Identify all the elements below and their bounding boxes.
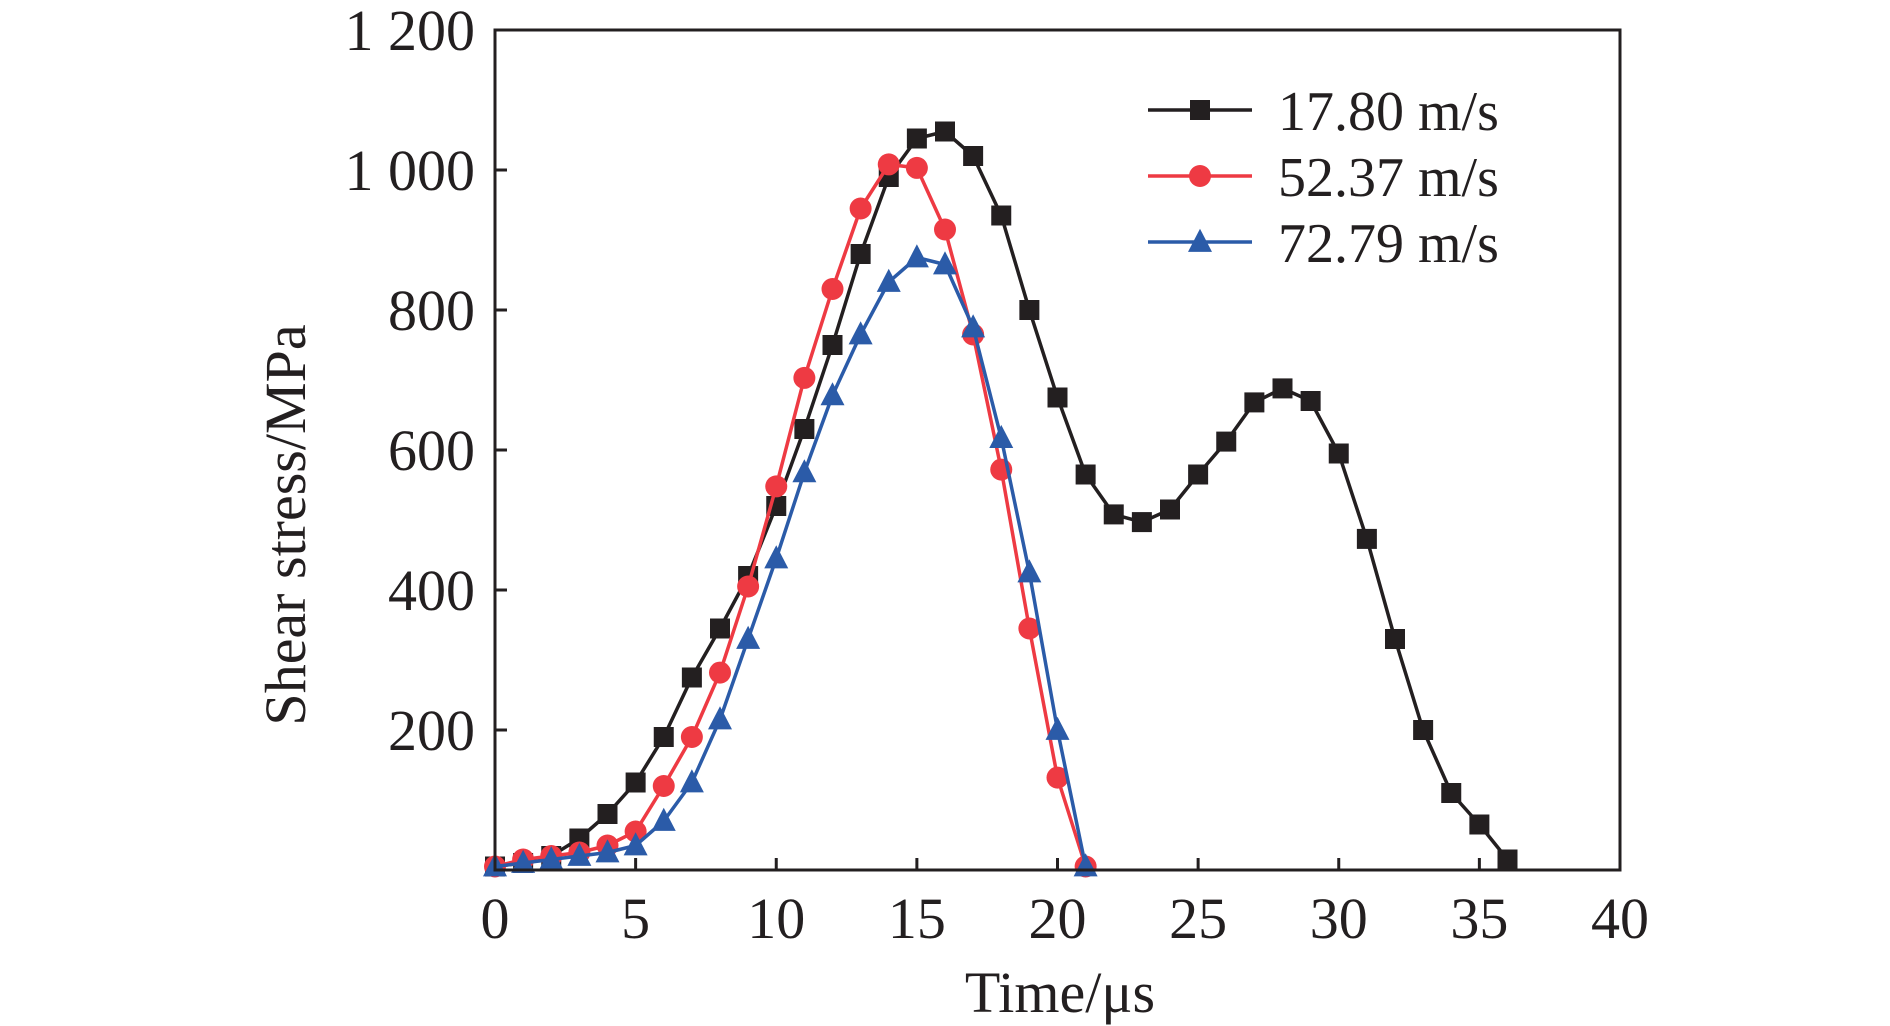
y-tick-label: 600 bbox=[388, 418, 475, 483]
data-point bbox=[1188, 464, 1209, 485]
data-point bbox=[933, 251, 957, 275]
data-point bbox=[849, 197, 872, 220]
data-point bbox=[1441, 783, 1462, 803]
data-point bbox=[935, 121, 955, 142]
legend-label: 52.37 m/s bbox=[1278, 147, 1499, 209]
data-point bbox=[904, 244, 929, 268]
x-tick-label: 10 bbox=[747, 886, 805, 951]
data-point bbox=[539, 846, 564, 870]
data-point bbox=[710, 618, 730, 639]
data-point bbox=[1300, 391, 1321, 411]
data-point bbox=[708, 706, 732, 730]
data-point bbox=[1018, 617, 1041, 640]
y-tick-label: 1 200 bbox=[345, 0, 476, 63]
data-point bbox=[765, 475, 788, 498]
data-point bbox=[792, 459, 817, 483]
data-point bbox=[822, 335, 843, 355]
x-tick-label: 25 bbox=[1169, 886, 1227, 951]
series-line bbox=[494, 162, 1088, 869]
data-point bbox=[989, 424, 1014, 448]
data-point bbox=[934, 218, 956, 241]
data-point bbox=[905, 156, 928, 179]
data-point bbox=[821, 278, 844, 300]
data-point bbox=[1356, 528, 1377, 549]
data-point bbox=[567, 842, 592, 866]
data-point bbox=[1385, 629, 1405, 649]
x-tick-label: 30 bbox=[1310, 886, 1368, 951]
data-point bbox=[680, 726, 703, 748]
data-point bbox=[623, 832, 648, 856]
legend-label: 17.80 m/s bbox=[1278, 81, 1499, 143]
y-tick-label: 400 bbox=[388, 558, 475, 623]
data-point bbox=[876, 268, 901, 292]
legend-label: 72.79 m/s bbox=[1278, 213, 1499, 275]
x-tick-label: 20 bbox=[1029, 886, 1087, 951]
data-point bbox=[1497, 849, 1518, 870]
x-tick-label: 5 bbox=[621, 886, 650, 951]
legend-item: 72.79 m/s bbox=[1148, 213, 1499, 275]
y-axis-title: Shear stress/MPa bbox=[253, 324, 318, 725]
data-point bbox=[595, 839, 620, 863]
data-point bbox=[1045, 716, 1070, 740]
legend-item: 17.80 m/s bbox=[1148, 81, 1499, 143]
x-tick-label: 15 bbox=[888, 886, 946, 951]
data-point bbox=[794, 419, 815, 439]
data-point bbox=[877, 153, 900, 176]
data-point bbox=[653, 727, 674, 747]
series-2 bbox=[483, 244, 1098, 877]
data-point bbox=[651, 807, 676, 831]
legend-marker bbox=[1188, 228, 1212, 252]
data-point bbox=[1328, 443, 1349, 464]
data-point bbox=[1017, 559, 1042, 583]
data-point bbox=[764, 545, 789, 569]
y-tick-label: 1 000 bbox=[345, 138, 476, 203]
legend-marker bbox=[1190, 100, 1210, 120]
data-point bbox=[625, 772, 646, 793]
data-point bbox=[511, 849, 536, 873]
axes: 0 5 10 15 20 25 30 35 40 200 400 600 800 1 000 1 200 bbox=[345, 0, 1650, 951]
data-point bbox=[1103, 504, 1124, 525]
data-point bbox=[906, 128, 927, 149]
x-axis-title: Time/μs bbox=[965, 960, 1155, 1025]
data-point bbox=[709, 661, 731, 684]
data-point bbox=[1244, 392, 1265, 413]
data-point bbox=[1469, 814, 1490, 835]
data-point bbox=[1131, 512, 1152, 533]
y-tick-label: 800 bbox=[388, 278, 475, 343]
x-tick-label: 35 bbox=[1450, 886, 1508, 951]
data-point bbox=[624, 820, 647, 843]
x-tick-label: 0 bbox=[481, 886, 510, 951]
data-point bbox=[1075, 464, 1096, 485]
data-point bbox=[736, 625, 761, 649]
data-point bbox=[681, 667, 702, 688]
series-line bbox=[494, 255, 1088, 869]
data-point bbox=[820, 382, 845, 406]
data-point bbox=[1160, 499, 1180, 520]
data-point bbox=[991, 205, 1012, 226]
data-point bbox=[1019, 300, 1040, 320]
data-point bbox=[1046, 766, 1069, 789]
data-point bbox=[679, 769, 704, 793]
data-point bbox=[848, 321, 873, 345]
data-point bbox=[737, 575, 760, 598]
legend: 17.80 m/s52.37 m/s72.79 m/s bbox=[1148, 81, 1499, 275]
legend-item: 52.37 m/s bbox=[1148, 147, 1499, 209]
data-point bbox=[1272, 378, 1293, 399]
data-point bbox=[963, 146, 984, 166]
data-point bbox=[597, 804, 618, 824]
legend-marker bbox=[1189, 165, 1211, 187]
data-point bbox=[793, 366, 816, 389]
data-point bbox=[652, 775, 675, 797]
data-point bbox=[1413, 720, 1434, 740]
y-tick-label: 200 bbox=[388, 698, 475, 763]
x-tick-label: 40 bbox=[1591, 886, 1649, 951]
data-point bbox=[1216, 431, 1237, 452]
data-point bbox=[850, 244, 871, 264]
data-point bbox=[1047, 387, 1068, 408]
data-point bbox=[961, 314, 986, 338]
